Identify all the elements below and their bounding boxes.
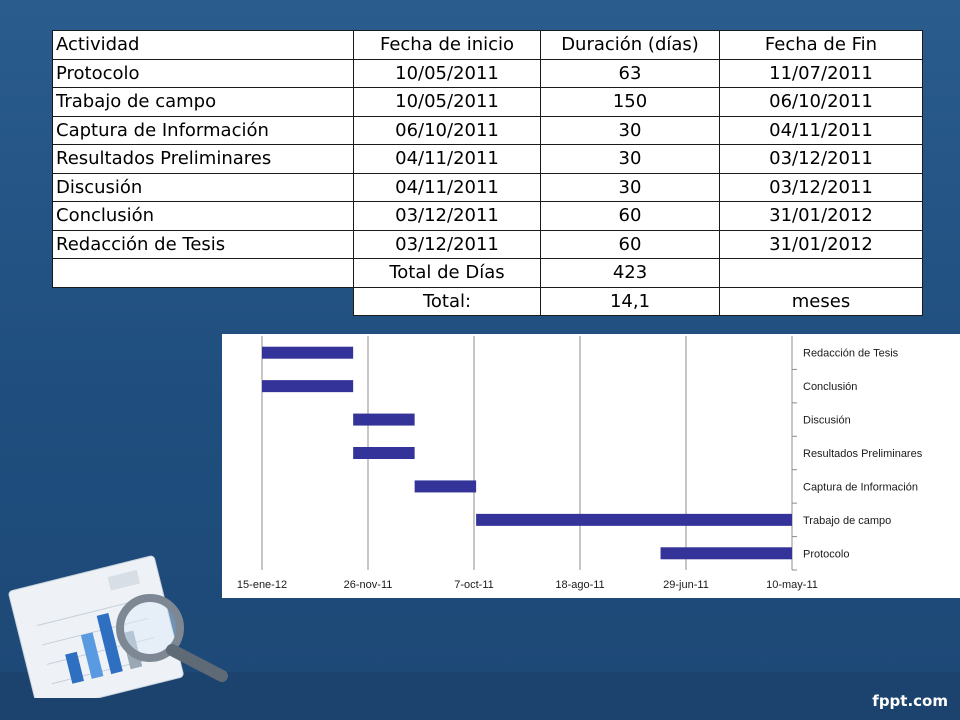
cell-start-date: 10/05/2011 bbox=[353, 87, 541, 117]
x-tick-label: 10-may-11 bbox=[766, 579, 818, 591]
total-months-row: Total: 14,1 meses bbox=[53, 286, 923, 316]
cell-start-date: 03/12/2011 bbox=[353, 201, 541, 231]
x-tick-label: 26-nov-11 bbox=[344, 579, 393, 591]
cell-start-date: 03/12/2011 bbox=[353, 229, 541, 259]
category-label: Redacción de Tesis bbox=[803, 348, 899, 360]
table-row: Conclusión 03/12/2011 60 31/01/2012 bbox=[52, 201, 923, 231]
cell-activity: Discusión bbox=[52, 172, 354, 202]
total-value: 14,1 bbox=[540, 286, 720, 316]
gantt-bar bbox=[262, 380, 354, 393]
total-days-label: Total de Días bbox=[353, 258, 541, 288]
schedule-table: Actividad Fecha de inicio Duración (días… bbox=[52, 30, 923, 316]
table-row: Trabajo de campo 10/05/2011 150 06/10/20… bbox=[52, 87, 923, 117]
cell-start-date: 04/11/2011 bbox=[353, 172, 541, 202]
brand-label: fppt.com bbox=[872, 692, 948, 710]
gantt-bar bbox=[476, 513, 792, 526]
cell-end-date: 31/01/2012 bbox=[719, 229, 923, 259]
gantt-chart: 15-ene-12 26-nov-11 7-oct-11 18-ago-11 29-ju… bbox=[222, 334, 960, 598]
cell-end-date: 31/01/2012 bbox=[719, 201, 923, 231]
cell-end-date: 03/12/2011 bbox=[719, 172, 923, 202]
cell-duration: 60 bbox=[540, 201, 720, 231]
gantt-bar bbox=[262, 346, 354, 359]
gantt-bar bbox=[660, 547, 792, 560]
cell-duration: 150 bbox=[540, 87, 720, 117]
cell-end-date: 04/11/2011 bbox=[719, 115, 923, 145]
cell-duration: 30 bbox=[540, 144, 720, 174]
cell-activity: Conclusión bbox=[52, 201, 354, 231]
empty-cell bbox=[53, 287, 354, 316]
cell-start-date: 06/10/2011 bbox=[353, 115, 541, 145]
x-tick-label: 29-jun-11 bbox=[663, 579, 709, 591]
category-label: Captura de Información bbox=[803, 481, 918, 493]
blank-cell bbox=[52, 258, 354, 288]
table-header-row: Actividad Fecha de inicio Duración (días… bbox=[52, 30, 923, 60]
x-tick-label: 15-ene-12 bbox=[237, 579, 287, 591]
header-actividad: Actividad bbox=[52, 30, 354, 60]
cell-end-date: 06/10/2011 bbox=[719, 87, 923, 117]
gantt-bar bbox=[353, 413, 415, 426]
gantt-bar bbox=[353, 447, 415, 459]
header-fecha-fin: Fecha de Fin bbox=[719, 30, 923, 60]
total-unit: meses bbox=[719, 286, 923, 316]
chart-magnifier-illustration bbox=[8, 555, 228, 698]
table-row: Captura de Información 06/10/2011 30 04/… bbox=[52, 115, 923, 145]
cell-duration: 60 bbox=[540, 229, 720, 259]
cell-activity: Resultados Preliminares bbox=[52, 144, 354, 174]
total-days-row: Total de Días 423 bbox=[52, 258, 923, 288]
cell-activity: Redacción de Tesis bbox=[52, 229, 354, 259]
gantt-bar bbox=[414, 480, 477, 493]
table-row: Resultados Preliminares 04/11/2011 30 03… bbox=[52, 144, 923, 174]
cell-start-date: 04/11/2011 bbox=[353, 144, 541, 174]
cell-end-date: 11/07/2011 bbox=[719, 58, 923, 88]
total-days-value: 423 bbox=[540, 258, 720, 288]
cell-end-date: 03/12/2011 bbox=[719, 144, 923, 174]
x-tick-label: 18-ago-11 bbox=[555, 579, 604, 591]
cell-activity: Protocolo bbox=[52, 58, 354, 88]
table-row: Protocolo 10/05/2011 63 11/07/2011 bbox=[52, 58, 923, 88]
cell-start-date: 10/05/2011 bbox=[353, 58, 541, 88]
cell-duration: 30 bbox=[540, 115, 720, 145]
table-row: Discusión 04/11/2011 30 03/12/2011 bbox=[52, 172, 923, 202]
cell-duration: 30 bbox=[540, 172, 720, 202]
category-label: Resultados Preliminares bbox=[803, 448, 923, 460]
header-duracion: Duración (días) bbox=[540, 30, 720, 60]
x-tick-label: 7-oct-11 bbox=[454, 579, 494, 591]
gantt-chart-svg: 15-ene-12 26-nov-11 7-oct-11 18-ago-11 29-ju… bbox=[237, 336, 923, 591]
cell-activity: Captura de Información bbox=[52, 115, 354, 145]
header-fecha-inicio: Fecha de inicio bbox=[353, 30, 541, 60]
table-row: Redacción de Tesis 03/12/2011 60 31/01/2… bbox=[52, 229, 923, 259]
category-label: Trabajo de campo bbox=[803, 515, 891, 527]
category-label: Conclusión bbox=[803, 381, 857, 393]
blank-cell bbox=[719, 258, 923, 288]
category-label: Protocolo bbox=[803, 548, 849, 560]
cell-duration: 63 bbox=[540, 58, 720, 88]
cell-activity: Trabajo de campo bbox=[52, 87, 354, 117]
total-label: Total: bbox=[353, 286, 541, 316]
category-label: Discusión bbox=[803, 415, 851, 427]
